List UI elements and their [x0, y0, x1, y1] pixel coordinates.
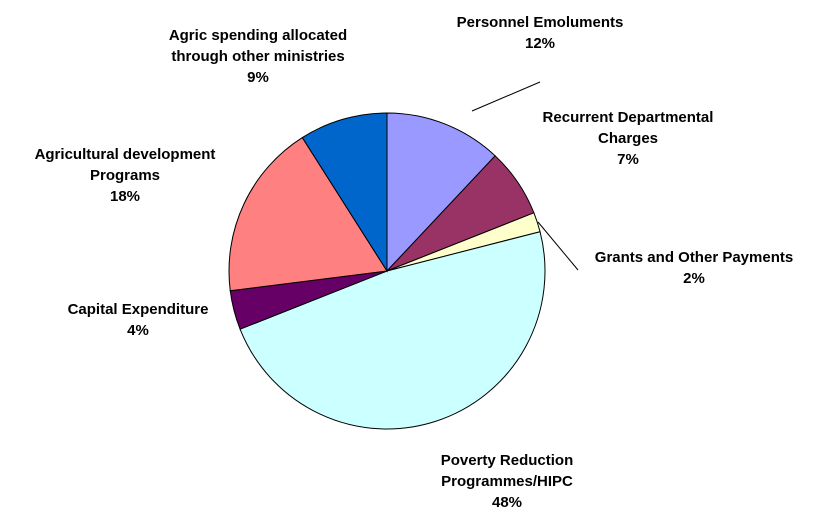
pie-slice — [386, 112, 496, 273]
slice-label: Grants and Other Payments 2% — [595, 249, 793, 287]
slice-label: Personnel Emoluments 12% — [457, 14, 624, 52]
slice-value-label: 4% — [127, 322, 149, 339]
slice-name-label: Personnel Emoluments — [457, 14, 624, 31]
pie-slices — [228, 112, 546, 430]
slice-value-label: 7% — [617, 151, 639, 168]
leader-lines — [471, 81, 579, 271]
slice-value-label: 9% — [247, 69, 269, 86]
slice-name-label: Poverty Reduction — [441, 452, 574, 469]
slice-name-label: Recurrent Departmental — [543, 109, 714, 126]
slice-label: Recurrent Departmental Charges 7% — [543, 109, 714, 168]
slice-name-label: Programs — [90, 167, 160, 184]
slice-value-label: 48% — [492, 494, 522, 511]
slice-name-label: through other ministries — [171, 48, 344, 65]
slice-name-label: Agricultural development — [35, 146, 216, 163]
slice-value-label: 12% — [525, 35, 555, 52]
slice-label: Agricultural development Programs 18% — [35, 146, 216, 205]
slice-label: Capital Expenditure 4% — [68, 301, 209, 339]
slice-label: Agric spending allocated through other mi… — [169, 27, 347, 86]
slice-name-label: Charges — [598, 130, 658, 147]
slice-labels: Personnel Emoluments 12% Recurrent Departm… — [35, 14, 794, 511]
pie-slice — [301, 112, 388, 273]
slice-label: Poverty Reduction Programmes/HIPC 48% — [441, 452, 574, 511]
slice-value-label: 18% — [110, 188, 140, 205]
slice-name-label: Capital Expenditure — [68, 301, 209, 318]
slice-name-label: Grants and Other Payments — [595, 249, 793, 266]
slice-value-label: 2% — [683, 270, 705, 287]
pie-slice — [228, 136, 388, 292]
leader-line — [471, 81, 541, 112]
pie-slice — [239, 231, 546, 430]
leader-line — [537, 221, 579, 271]
slice-name-label: Programmes/HIPC — [441, 473, 573, 490]
slice-name-label: Agric spending allocated — [169, 27, 347, 44]
